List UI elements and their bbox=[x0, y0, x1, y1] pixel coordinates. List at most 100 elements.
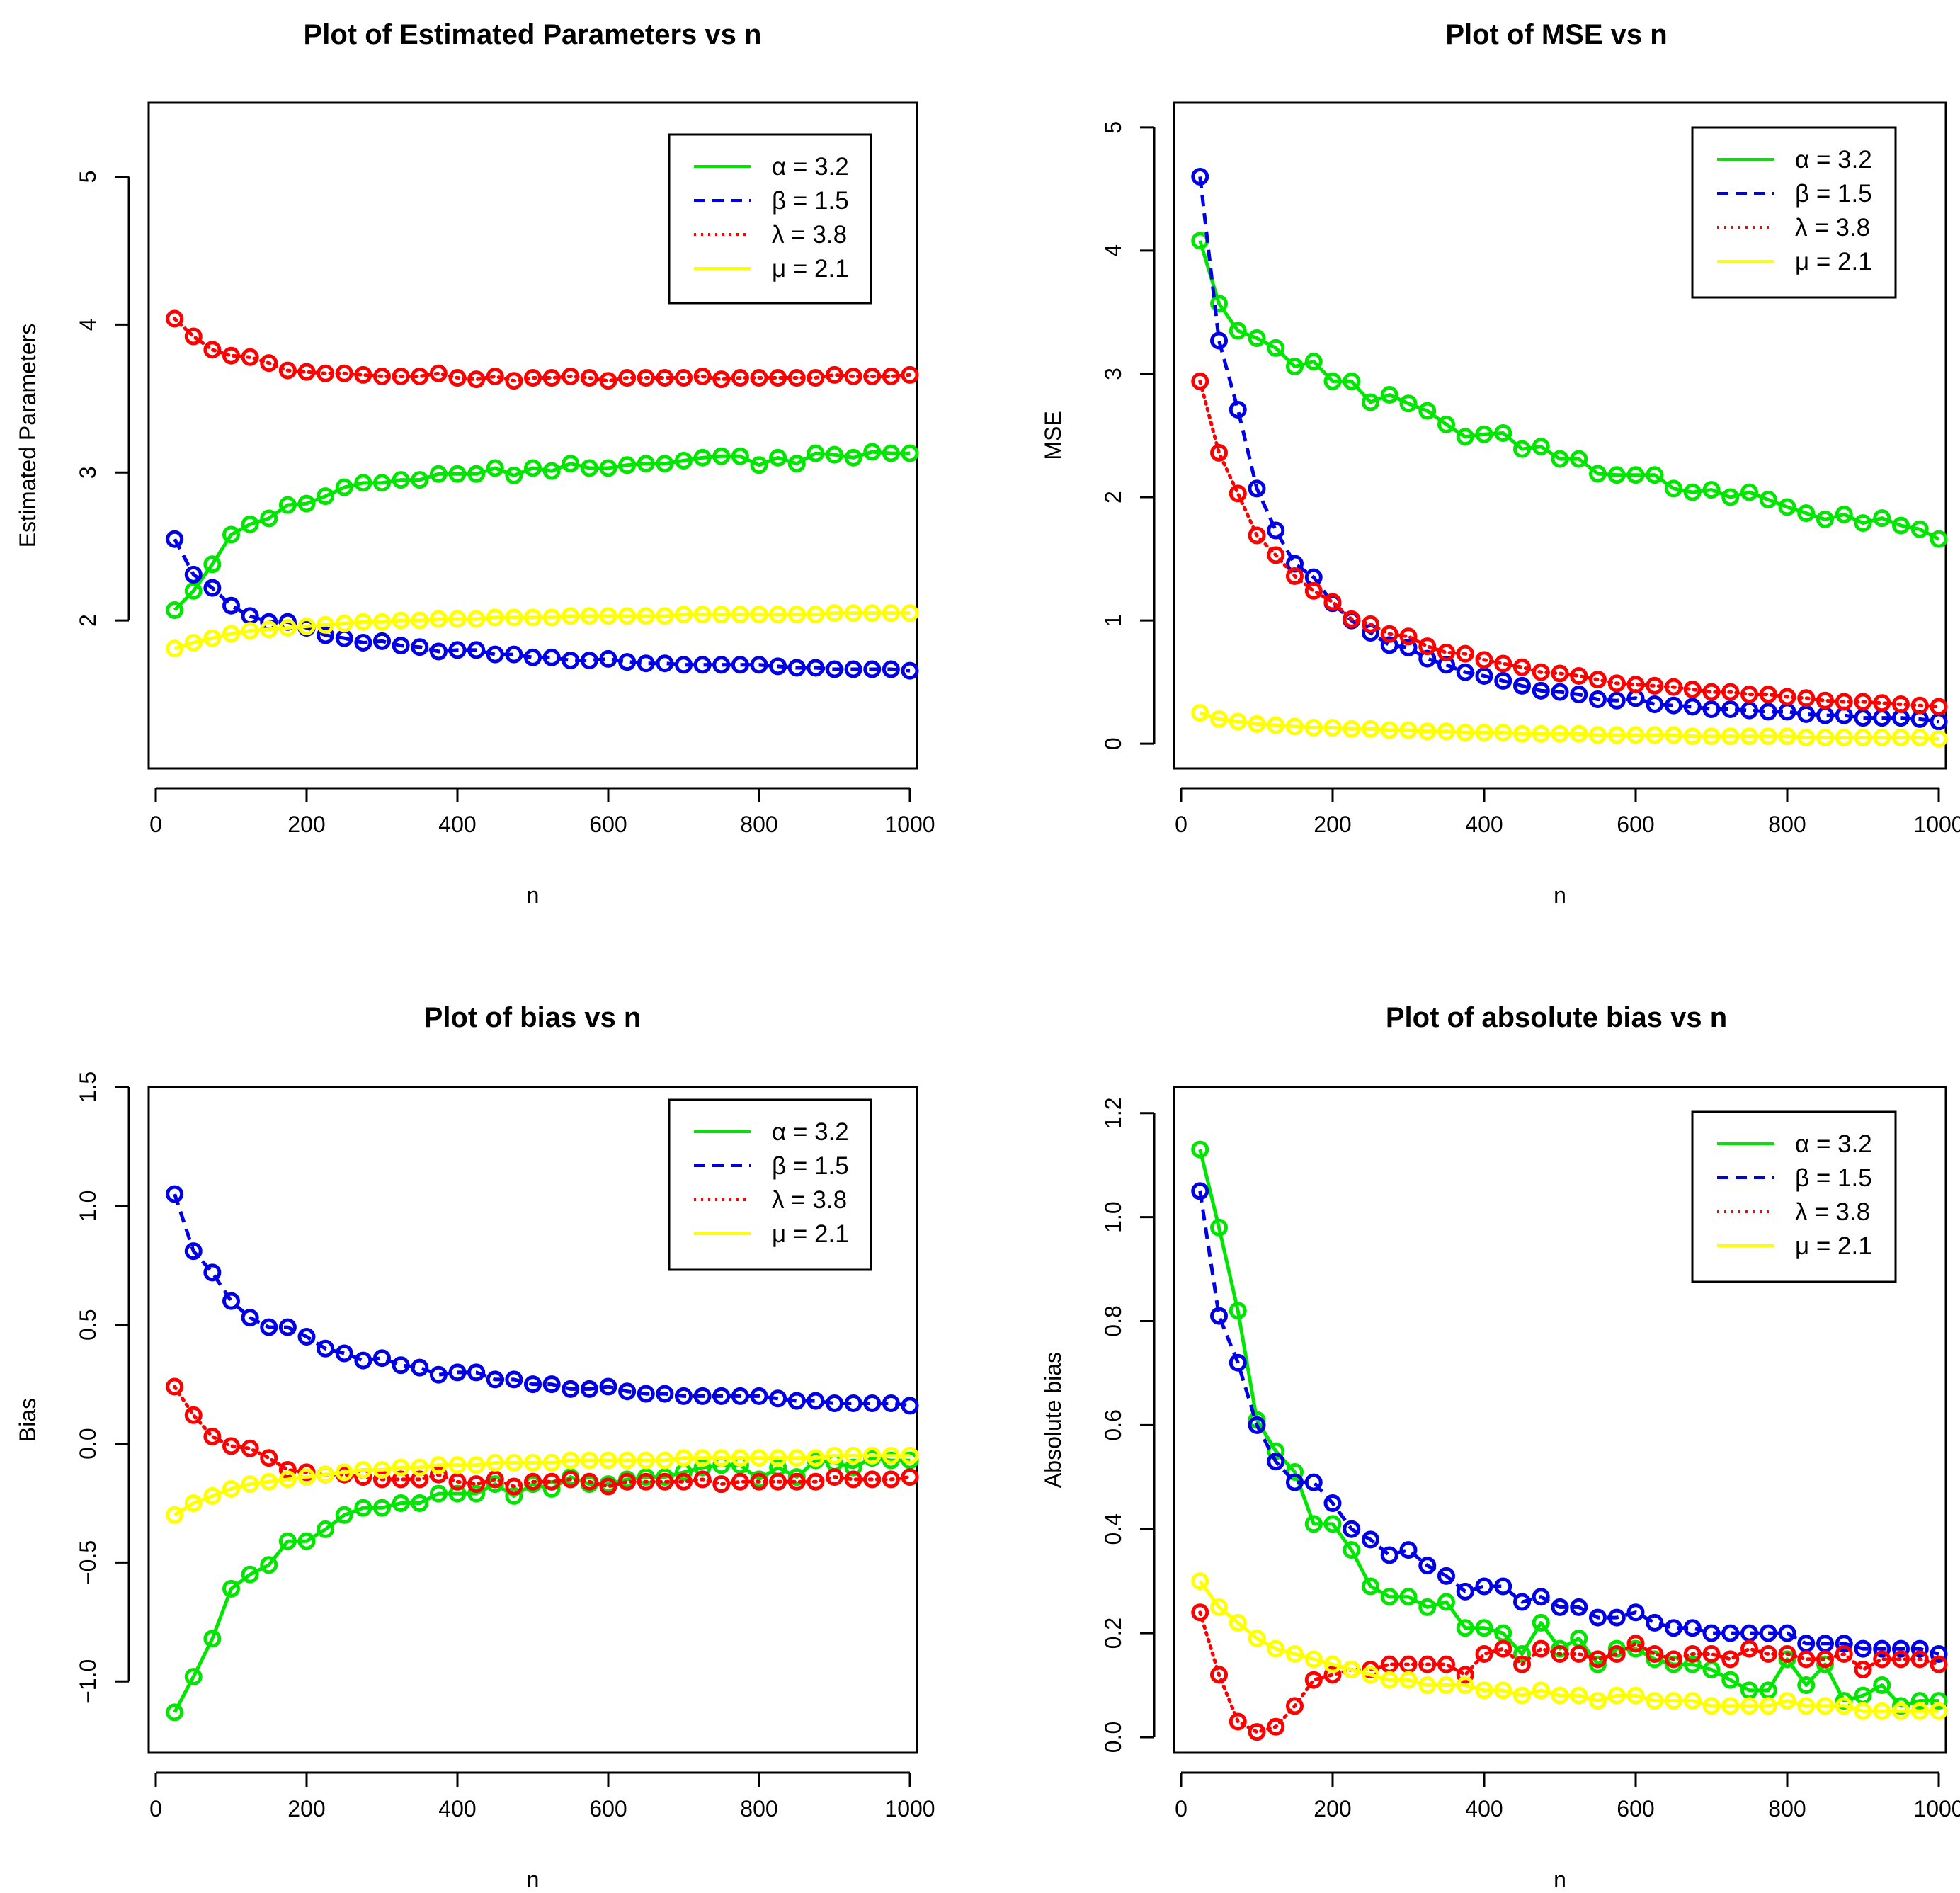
data-point bbox=[1475, 666, 1493, 685]
data-point bbox=[1930, 1655, 1948, 1673]
legend: α = 3.2 β = 1.5 λ = 3.8 μ = 2.1 bbox=[1691, 126, 1897, 299]
data-point bbox=[260, 1318, 278, 1336]
data-point bbox=[1248, 479, 1266, 498]
chart-title: Plot of absolute bias vs n bbox=[1386, 1002, 1727, 1033]
data-point bbox=[1740, 483, 1758, 501]
data-point bbox=[863, 604, 882, 623]
x-tick-label: 600 bbox=[1617, 1796, 1654, 1821]
data-point bbox=[1513, 1655, 1531, 1673]
series-2 bbox=[166, 530, 919, 680]
data-point bbox=[467, 1363, 486, 1382]
data-point bbox=[392, 637, 410, 655]
data-point bbox=[1589, 465, 1607, 483]
data-point bbox=[1892, 1639, 1910, 1658]
legend-entry: λ = 3.8 bbox=[1795, 1198, 1870, 1226]
data-point bbox=[1683, 727, 1702, 746]
data-point bbox=[1646, 695, 1664, 713]
data-point bbox=[618, 1472, 637, 1491]
x-axis-label: n bbox=[527, 1867, 540, 1892]
data-point bbox=[1626, 1603, 1645, 1622]
data-point bbox=[1210, 295, 1228, 313]
data-point bbox=[1646, 466, 1664, 484]
data-point bbox=[260, 509, 278, 528]
series-1 bbox=[166, 1449, 919, 1722]
y-tick-label: 4 bbox=[1100, 244, 1126, 257]
data-point bbox=[1740, 727, 1758, 746]
data-point bbox=[184, 565, 203, 584]
x-tick-label: 1000 bbox=[1913, 812, 1960, 837]
y-tick-label: 3 bbox=[75, 466, 101, 479]
data-point bbox=[1930, 1702, 1948, 1720]
data-point bbox=[637, 369, 655, 387]
x-tick-label: 200 bbox=[1314, 812, 1351, 837]
data-point bbox=[1399, 1671, 1418, 1689]
y-tick-label: 2 bbox=[75, 614, 101, 627]
data-point bbox=[1589, 1692, 1607, 1710]
legend-entry: β = 1.5 bbox=[772, 1152, 849, 1180]
series-4 bbox=[1191, 704, 1948, 748]
data-point bbox=[1816, 1697, 1834, 1715]
data-point bbox=[1191, 372, 1209, 390]
data-point bbox=[1835, 693, 1853, 711]
x-tick-label: 600 bbox=[589, 812, 627, 837]
data-point bbox=[1418, 649, 1437, 668]
data-point bbox=[1418, 402, 1437, 420]
data-point bbox=[1304, 1473, 1323, 1491]
data-point bbox=[411, 1358, 429, 1377]
data-point bbox=[1513, 676, 1531, 695]
data-point bbox=[486, 367, 504, 385]
data-point bbox=[844, 1446, 862, 1465]
data-point bbox=[1380, 625, 1398, 643]
legend-box bbox=[668, 1098, 872, 1271]
data-point bbox=[1380, 386, 1398, 404]
data-point bbox=[1570, 686, 1588, 704]
data-point bbox=[505, 1370, 523, 1389]
data-point bbox=[184, 1406, 203, 1424]
data-point bbox=[1551, 664, 1569, 683]
data-point bbox=[505, 1453, 523, 1472]
series-4 bbox=[166, 604, 919, 658]
data-point bbox=[712, 1449, 731, 1467]
y-tick-label: 3 bbox=[1100, 368, 1126, 380]
data-point bbox=[882, 604, 900, 623]
data-point bbox=[486, 1370, 504, 1389]
data-point bbox=[1873, 1702, 1891, 1720]
data-point bbox=[1797, 1697, 1816, 1715]
data-point bbox=[1286, 1473, 1304, 1491]
data-point bbox=[1399, 721, 1418, 739]
data-point bbox=[1589, 690, 1607, 709]
data-point bbox=[184, 581, 203, 600]
data-point bbox=[1343, 610, 1361, 628]
y-tick-label: 4 bbox=[75, 318, 101, 331]
data-point bbox=[1683, 483, 1702, 501]
data-point bbox=[524, 1453, 542, 1472]
x-tick-label: 800 bbox=[740, 812, 777, 837]
data-point bbox=[1835, 1644, 1853, 1663]
data-point bbox=[599, 372, 617, 390]
data-point bbox=[542, 462, 561, 480]
data-point bbox=[184, 1668, 203, 1686]
data-point bbox=[599, 459, 617, 477]
data-point bbox=[807, 659, 825, 677]
data-point bbox=[1551, 1644, 1569, 1663]
data-point bbox=[1570, 1598, 1588, 1616]
y-tick-label: 1.0 bbox=[1100, 1201, 1126, 1232]
data-point bbox=[1191, 1140, 1209, 1159]
data-point bbox=[1456, 1676, 1474, 1695]
data-point bbox=[807, 1392, 825, 1410]
data-point bbox=[1362, 720, 1379, 738]
data-point bbox=[542, 608, 561, 627]
data-point bbox=[675, 1472, 693, 1491]
data-point bbox=[1646, 1613, 1664, 1632]
data-point bbox=[656, 1451, 674, 1470]
data-point bbox=[656, 369, 674, 387]
data-point bbox=[1835, 1697, 1853, 1715]
data-point bbox=[297, 494, 316, 513]
data-point bbox=[373, 1349, 391, 1368]
data-point bbox=[1551, 724, 1569, 743]
data-point bbox=[618, 456, 637, 474]
data-point bbox=[562, 367, 580, 385]
data-point bbox=[1437, 643, 1455, 661]
data-point bbox=[1494, 724, 1512, 742]
data-point bbox=[1570, 1644, 1588, 1663]
